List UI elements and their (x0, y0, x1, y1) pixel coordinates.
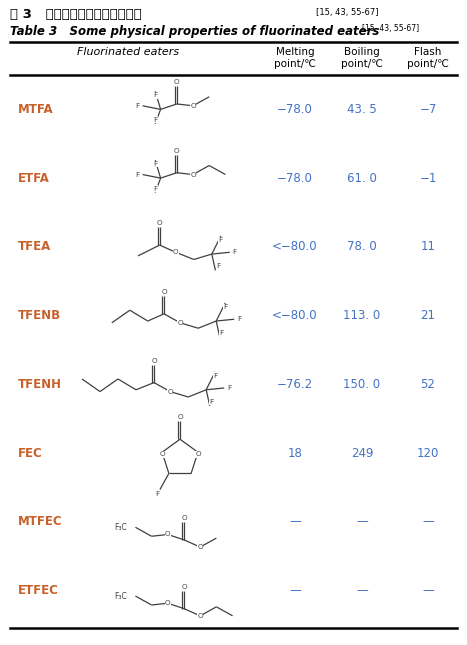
Text: F: F (237, 316, 241, 322)
Text: O: O (181, 584, 187, 590)
Text: [15, 43, 55-67]: [15, 43, 55-67] (362, 24, 419, 33)
Text: Melting
point/℃: Melting point/℃ (274, 47, 316, 68)
Text: F: F (227, 385, 231, 391)
Text: 11: 11 (420, 241, 436, 253)
Text: —: — (422, 584, 434, 597)
Text: O: O (161, 289, 167, 295)
Text: O: O (181, 515, 187, 521)
Text: O: O (174, 148, 180, 154)
Text: <−80.0: <−80.0 (272, 241, 318, 253)
Text: 249: 249 (351, 446, 373, 460)
Text: O: O (173, 249, 178, 255)
Text: −1: −1 (419, 172, 437, 184)
Text: O: O (198, 613, 203, 619)
Text: TFEA: TFEA (18, 241, 51, 253)
Text: 61. 0: 61. 0 (347, 172, 377, 184)
Text: F₃C: F₃C (115, 591, 127, 600)
Text: O: O (167, 388, 173, 395)
Text: 18: 18 (288, 446, 303, 460)
Text: O: O (165, 600, 170, 606)
Text: —: — (356, 584, 368, 597)
Text: O: O (174, 79, 180, 85)
Text: F: F (220, 330, 224, 336)
Text: 78. 0: 78. 0 (347, 241, 377, 253)
Text: −78.0: −78.0 (277, 172, 313, 184)
Text: O: O (177, 320, 183, 326)
Text: 120: 120 (417, 446, 439, 460)
Text: F: F (233, 249, 237, 255)
Text: FEC: FEC (18, 446, 43, 460)
Text: F: F (135, 172, 140, 177)
Text: F₃C: F₃C (115, 523, 127, 531)
Text: O: O (195, 451, 201, 457)
Text: TFENB: TFENB (18, 309, 61, 322)
Text: F: F (153, 92, 157, 99)
Text: ETFA: ETFA (18, 172, 50, 184)
Text: Fluorinated eaters: Fluorinated eaters (77, 47, 179, 57)
Text: F: F (223, 304, 227, 310)
Text: O: O (165, 531, 170, 537)
Text: −78.0: −78.0 (277, 103, 313, 116)
Text: 52: 52 (421, 378, 435, 391)
Text: 21: 21 (420, 309, 436, 322)
Text: 150. 0: 150. 0 (343, 378, 381, 391)
Text: O: O (190, 103, 196, 109)
Text: —: — (289, 584, 301, 597)
Text: F: F (216, 263, 220, 269)
Text: F: F (153, 186, 157, 192)
Text: Table 3   Some physical properties of fluorinated eaters: Table 3 Some physical properties of fluo… (10, 25, 379, 38)
Text: MTFA: MTFA (18, 103, 54, 116)
Text: F: F (213, 373, 217, 379)
Text: ETFEC: ETFEC (18, 584, 59, 597)
Text: —: — (289, 515, 301, 528)
Text: F: F (155, 491, 159, 497)
Text: O: O (177, 414, 183, 421)
Text: F: F (210, 399, 214, 405)
Text: O: O (190, 172, 196, 177)
Text: F: F (153, 117, 157, 123)
Text: 113. 0: 113. 0 (343, 309, 381, 322)
Text: F: F (135, 103, 140, 109)
Text: −76.2: −76.2 (277, 378, 313, 391)
Text: 43. 5: 43. 5 (347, 103, 377, 116)
Text: O: O (198, 544, 203, 550)
Text: O: O (157, 220, 163, 226)
Text: F: F (219, 237, 223, 243)
Text: Flash
point/℃: Flash point/℃ (407, 47, 449, 68)
Text: [15, 43, 55-67]: [15, 43, 55-67] (316, 8, 378, 17)
Text: O: O (159, 451, 165, 457)
Text: MTFEC: MTFEC (18, 515, 63, 528)
Text: F: F (153, 161, 157, 167)
Text: 表 3   几种氟代酯的部分物理性质: 表 3 几种氟代酯的部分物理性质 (10, 8, 142, 21)
Text: TFENH: TFENH (18, 378, 62, 391)
Text: —: — (422, 515, 434, 528)
Text: —: — (356, 515, 368, 528)
Text: O: O (151, 357, 157, 364)
Text: <−80.0: <−80.0 (272, 309, 318, 322)
Text: −7: −7 (419, 103, 437, 116)
Text: Boiling
point/℃: Boiling point/℃ (341, 47, 383, 68)
